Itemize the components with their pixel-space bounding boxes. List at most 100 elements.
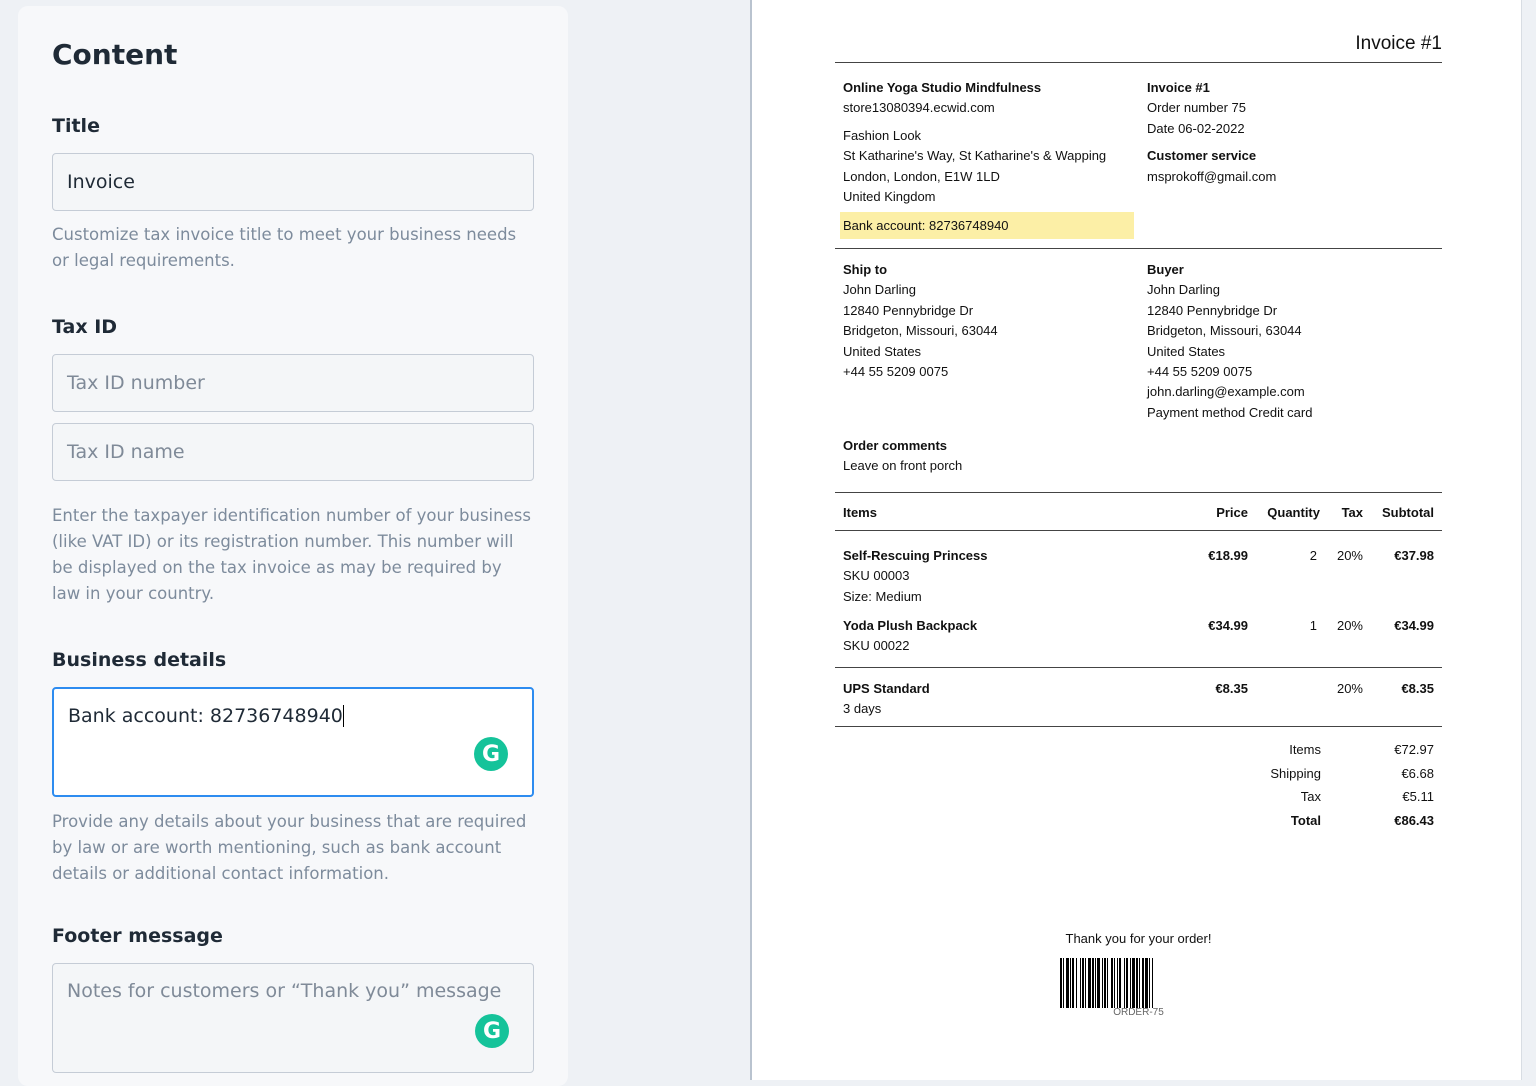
buyer-label: Buyer bbox=[1147, 262, 1184, 277]
col-items: Items bbox=[843, 505, 877, 520]
grammarly-icon[interactable]: G bbox=[475, 1014, 509, 1048]
order-comments-label: Order comments bbox=[843, 438, 948, 453]
bank-account-highlight: Bank account: 82736748940 bbox=[840, 212, 1134, 239]
barcode-bar bbox=[1148, 958, 1149, 1008]
invoice-number: Invoice #1 bbox=[1147, 80, 1210, 95]
col-tax: Tax bbox=[1341, 505, 1363, 520]
barcode-bar bbox=[1091, 958, 1092, 1008]
buyer-line: +44 55 5209 0075 bbox=[1147, 364, 1253, 380]
barcode-bar bbox=[1121, 958, 1124, 1008]
business-details-textarea[interactable]: Bank account: 82736748940 G bbox=[52, 687, 534, 797]
barcode-bar bbox=[1142, 958, 1144, 1008]
barcode-bar bbox=[1113, 958, 1114, 1008]
shipping-row: UPS Standard 3 days bbox=[843, 679, 930, 720]
ship-to-label: Ship to bbox=[843, 262, 888, 277]
item-price: €18.99 bbox=[1208, 548, 1248, 563]
item-qty: 1 bbox=[1309, 618, 1317, 633]
barcode-bar bbox=[1132, 958, 1135, 1008]
tax-id-name-input[interactable]: Tax ID name bbox=[52, 423, 534, 481]
item-price: €34.99 bbox=[1208, 618, 1248, 633]
item-name: Yoda Plush Backpack bbox=[843, 618, 978, 633]
barcode-bar bbox=[1136, 958, 1138, 1008]
barcode-bar bbox=[1131, 958, 1132, 1008]
buyer-line: John Darling bbox=[1147, 282, 1220, 298]
barcode-bar bbox=[1128, 958, 1130, 1008]
tax-id-hint: Enter the taxpayer identification number… bbox=[52, 506, 531, 603]
barcode-bar bbox=[1077, 958, 1080, 1008]
buyer-line: 12840 Pennybridge Dr bbox=[1147, 302, 1278, 318]
title-hint: Customize tax invoice title to meet your… bbox=[52, 225, 517, 270]
barcode-bar bbox=[1080, 958, 1081, 1008]
barcode-bar bbox=[1111, 958, 1113, 1008]
tax-id-number-input[interactable]: Tax ID number bbox=[52, 354, 534, 412]
item-sku: SKU 00003 bbox=[843, 568, 910, 584]
barcode-bar bbox=[1117, 958, 1118, 1008]
footer-message-textarea[interactable]: Notes for customers or “Thank you” messa… bbox=[52, 963, 534, 1073]
store-url: store13080394.ecwid.com bbox=[843, 100, 995, 116]
ship-line: United States bbox=[843, 343, 922, 359]
shipping-price: €8.35 bbox=[1215, 681, 1248, 696]
barcode-bar bbox=[1072, 958, 1074, 1008]
barcode-bar bbox=[1060, 958, 1062, 1008]
shipping-detail: 3 days bbox=[843, 701, 882, 717]
address-line: London, London, E1W 1LD bbox=[843, 168, 1000, 184]
barcode-bar bbox=[1094, 958, 1095, 1008]
customer-service-email: msprokoff@gmail.com bbox=[1147, 168, 1277, 184]
barcode-bar bbox=[1139, 958, 1140, 1008]
ship-line: John Darling bbox=[843, 282, 916, 298]
barcode-bar bbox=[1085, 958, 1086, 1008]
total-label: Items bbox=[1289, 742, 1321, 757]
address-line: St Katharine's Way, St Katharine's & Wap… bbox=[843, 148, 1107, 164]
barcode-bar bbox=[1096, 958, 1097, 1008]
business-details-value: Bank account: 82736748940 bbox=[68, 705, 343, 727]
panel-heading: Content bbox=[52, 38, 178, 71]
title-label: Title bbox=[52, 115, 100, 137]
col-price: Price bbox=[1216, 505, 1248, 520]
barcode-bar bbox=[1069, 958, 1070, 1008]
barcode-bar bbox=[1149, 958, 1150, 1008]
barcode-bar bbox=[1124, 958, 1125, 1008]
item-subtotal: €37.98 bbox=[1394, 548, 1434, 563]
barcode-bar bbox=[1115, 958, 1117, 1008]
total-value: €5.11 bbox=[1402, 789, 1434, 804]
line-item: Self-Rescuing Princess SKU 00003 Size: M… bbox=[843, 546, 988, 607]
barcode-bar bbox=[1064, 958, 1066, 1008]
address-country: United Kingdom bbox=[843, 189, 936, 205]
line-item: Yoda Plush Backpack SKU 00022 bbox=[843, 616, 977, 657]
barcode-bar bbox=[1107, 958, 1108, 1008]
barcode-bar bbox=[1119, 958, 1121, 1008]
business-details-label: Business details bbox=[52, 649, 227, 671]
barcode-bar bbox=[1071, 958, 1072, 1008]
item-name: Self-Rescuing Princess bbox=[843, 548, 988, 563]
barcode-bar bbox=[1100, 958, 1102, 1008]
total-label: Tax bbox=[1300, 789, 1321, 804]
barcode-bar bbox=[1152, 958, 1153, 1008]
barcode-bar bbox=[1066, 958, 1069, 1008]
barcode-bar bbox=[1140, 958, 1142, 1008]
order-comments: Leave on front porch bbox=[843, 458, 963, 474]
invoice-title: Invoice #1 bbox=[1355, 33, 1442, 54]
footer-message-label: Footer message bbox=[52, 925, 223, 947]
buyer-line: United States bbox=[1147, 343, 1226, 359]
order-number: Order number 75 bbox=[1147, 100, 1246, 116]
barcode-bar bbox=[1062, 958, 1063, 1008]
barcode-bar bbox=[1130, 958, 1131, 1008]
ship-line: +44 55 5209 0075 bbox=[843, 364, 949, 380]
title-input[interactable]: Invoice bbox=[52, 153, 534, 211]
grammarly-icon[interactable]: G bbox=[474, 737, 508, 771]
item-tax: 20% bbox=[1336, 618, 1363, 633]
business-details-hint: Provide any details about your business … bbox=[52, 812, 527, 883]
item-qty: 2 bbox=[1309, 548, 1317, 563]
barcode-bar bbox=[1102, 958, 1103, 1008]
total-value: €72.97 bbox=[1394, 742, 1434, 757]
content-settings-panel: Content Title Invoice Customize tax invo… bbox=[18, 6, 568, 1086]
col-subtotal: Subtotal bbox=[1382, 505, 1434, 520]
thank-you-message: Thank you for your order! bbox=[1065, 931, 1212, 946]
shipping-name: UPS Standard bbox=[843, 681, 930, 696]
barcode-bar bbox=[1104, 958, 1106, 1008]
barcode-bar bbox=[1138, 958, 1139, 1008]
ship-line: Bridgeton, Missouri, 63044 bbox=[843, 323, 998, 339]
shipping-tax: 20% bbox=[1336, 681, 1363, 696]
barcode-bar bbox=[1092, 958, 1094, 1008]
barcode-bar bbox=[1081, 958, 1082, 1008]
